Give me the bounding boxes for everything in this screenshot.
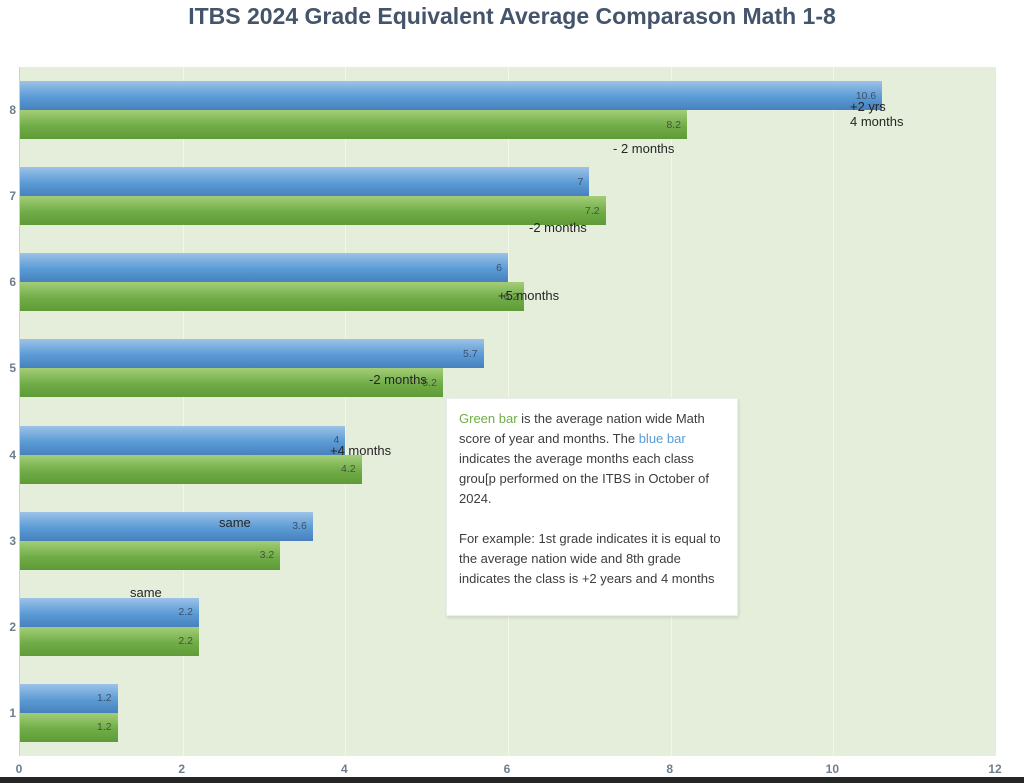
bar-blue-grade-5: 5.7 <box>20 339 484 369</box>
bar-value-label: 3.2 <box>259 549 275 562</box>
x-axis-tick-8: 8 <box>666 762 673 776</box>
y-axis-label-1: 1 <box>9 705 16 720</box>
x-axis-tick-2: 2 <box>178 762 185 776</box>
note-example-paragraph: For example: 1st grade indicates it is e… <box>459 531 721 586</box>
chart-title: ITBS 2024 Grade Equivalent Average Compa… <box>188 3 836 29</box>
note-text-after-green: is the average nation wide Math score of… <box>459 411 705 446</box>
bar-value-label: 5.2 <box>422 376 437 389</box>
gridline-x-10 <box>833 67 835 756</box>
x-axis-tick-4: 4 <box>340 762 348 776</box>
bar-value-label: 6 <box>496 261 502 274</box>
bar-green-grade-3: 3.2 <box>20 540 281 570</box>
annotation-3: -2 months <box>529 220 587 235</box>
y-axis-label-7: 7 <box>9 189 16 204</box>
bar-green-grade-5: 5.2 <box>20 368 443 398</box>
bar-blue-grade-7: 7 <box>20 167 590 197</box>
bottom-border-strip <box>0 777 1024 783</box>
bar-green-grade-2: 2.2 <box>20 626 199 656</box>
bar-blue-grade-6: 6 <box>20 253 508 283</box>
bar-value-label: 1.2 <box>96 721 112 734</box>
bar-value-label: 7 <box>577 175 584 188</box>
y-axis-label-2: 2 <box>9 619 16 634</box>
bar-value-label: 3.6 <box>292 520 307 533</box>
bar-value-label: 10.6 <box>855 89 877 102</box>
bar-blue-grade-4: 4 <box>20 425 346 455</box>
y-axis-label-3: 3 <box>9 533 16 548</box>
y-axis-label-6: 6 <box>9 275 16 290</box>
bar-green-grade-4: 4.2 <box>20 454 362 484</box>
note-text-after-blue: indicates the average months each class … <box>459 451 710 506</box>
bar-value-label: 6.2 <box>503 290 519 303</box>
plot-area: 10.6 8.2 7 7.2 6 6.2 5.7 5.2 4 4.2 3.6 3.2 2.2 2.2 1.2… <box>19 67 996 756</box>
note-green-bar-label: Green bar <box>459 411 518 426</box>
x-axis-tick-10: 10 <box>825 762 839 776</box>
bar-value-label: 7.2 <box>584 204 600 217</box>
note-paragraph-1: Green bar is the average nation wide Mat… <box>459 409 725 509</box>
note-blue-bar-label: blue bar <box>638 431 686 446</box>
bar-value-label: 8.2 <box>666 118 681 131</box>
bar-blue-grade-1: 1.2 <box>20 683 118 713</box>
annotation-7: same <box>219 515 251 530</box>
x-axis-tick-0: 0 <box>15 762 23 776</box>
bar-value-label: 2.2 <box>178 606 193 619</box>
x-axis-tick-12: 12 <box>988 762 1002 776</box>
bar-blue-grade-2: 2.2 <box>20 597 199 627</box>
bar-blue-grade-3: 3.6 <box>20 511 313 541</box>
annotation-1: +2 yrs 4 months <box>850 99 904 129</box>
bar-blue-grade-8: 10.6 <box>20 81 883 111</box>
bar-green-grade-6: 6.2 <box>20 282 525 312</box>
annotation-5: -2 months <box>369 372 427 387</box>
bar-green-grade-7: 7.2 <box>20 196 606 226</box>
y-axis-label-5: 5 <box>9 361 16 376</box>
gridline-x-4 <box>345 67 347 756</box>
annotation-2: - 2 months <box>613 141 675 156</box>
annotation-6: +4 months <box>330 443 392 458</box>
x-axis-tick-6: 6 <box>503 762 511 776</box>
y-axis-label-8: 8 <box>9 103 16 118</box>
gridline-x-2 <box>182 67 184 756</box>
bar-value-label: 4.2 <box>340 463 356 476</box>
annotation-8: same <box>130 585 162 600</box>
bar-green-grade-8: 8.2 <box>20 110 687 140</box>
bar-value-label: 5.7 <box>462 347 478 360</box>
bar-value-label: 1.2 <box>96 692 112 705</box>
y-axis-label-4: 4 <box>9 447 16 462</box>
bar-green-grade-1: 1.2 <box>20 712 118 742</box>
bar-value-label: 4 <box>333 434 340 447</box>
legend-note-box: Green bar is the average nation wide Mat… <box>446 398 738 616</box>
annotation-4: +5 months <box>498 288 560 303</box>
bar-value-label: 2.2 <box>178 635 193 648</box>
